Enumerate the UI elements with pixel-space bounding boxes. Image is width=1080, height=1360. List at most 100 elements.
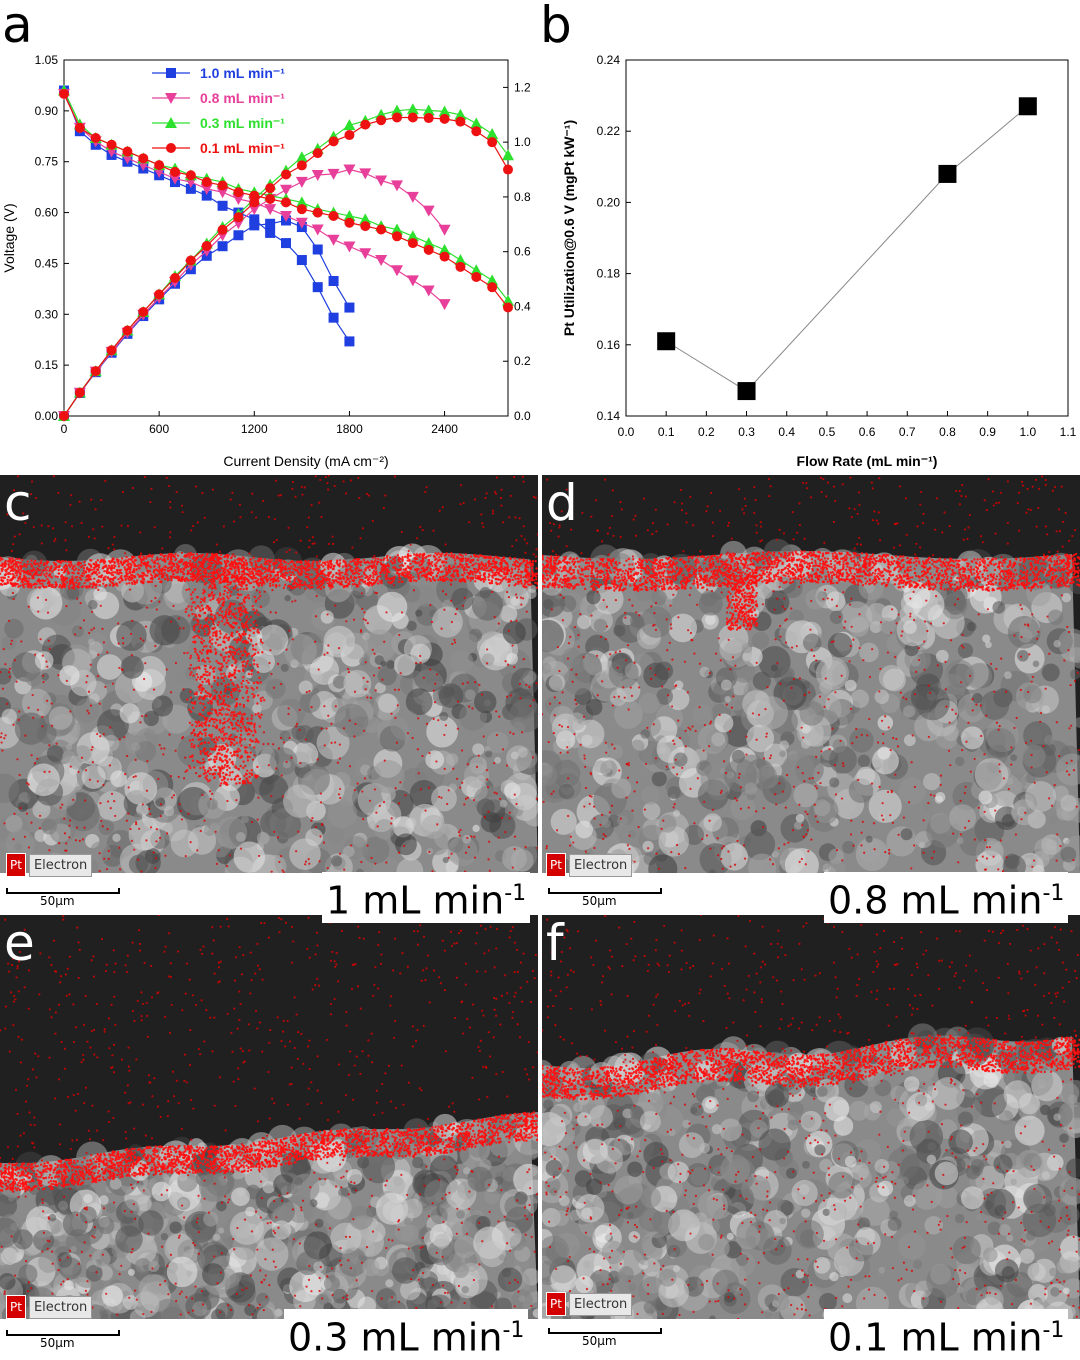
flow-rate-label-f: 0.1 mL min-1 — [824, 1309, 1068, 1360]
x-tick-label: 0.6 — [859, 425, 876, 439]
legend: 1.0 mL min⁻¹0.8 mL min⁻¹0.3 mL min⁻¹0.1 … — [152, 65, 285, 156]
y-tick-label: 0.15 — [35, 358, 59, 372]
power-point — [233, 212, 243, 222]
power-point — [487, 137, 497, 147]
y-tick-label: 0.45 — [35, 256, 59, 270]
voltage-point — [329, 313, 339, 323]
pt-electron-legend-f: Pt Electron — [546, 1292, 632, 1316]
voltage-point — [170, 167, 180, 177]
legend-label: 0.3 mL min⁻¹ — [200, 115, 285, 131]
power-point — [281, 169, 291, 179]
voltage-point — [91, 133, 101, 143]
power-point — [170, 273, 180, 283]
sem-texture — [0, 475, 538, 873]
sem-image-f — [542, 915, 1080, 1319]
voltage-point — [375, 255, 387, 266]
pt-tag: Pt — [6, 1295, 26, 1319]
panel-label-d: d — [546, 478, 578, 528]
power-point — [391, 180, 403, 191]
y2-tick-label: 0.6 — [514, 245, 531, 259]
flow-rate-label-e: 0.3 mL min-1 — [284, 1309, 528, 1360]
voltage-point — [407, 275, 419, 286]
power-point — [265, 219, 275, 229]
voltage-point — [138, 153, 148, 163]
x-tick-label: 0.4 — [778, 425, 795, 439]
x-tick-label: 1800 — [336, 422, 363, 436]
voltage-point — [455, 262, 465, 272]
x-axis-label: Flow Rate (mL min⁻¹) — [797, 453, 938, 469]
x-tick-label: 600 — [149, 422, 169, 436]
power-point — [376, 115, 386, 125]
data-point — [738, 382, 756, 400]
sem-texture — [542, 915, 1080, 1319]
voltage-point — [424, 245, 434, 255]
panel-label-c: c — [4, 478, 32, 528]
y-tick-label: 0.60 — [35, 206, 59, 220]
panel-label-b: b — [540, 0, 572, 50]
data-point — [1019, 97, 1037, 115]
voltage-point — [218, 201, 228, 211]
voltage-point — [264, 204, 276, 215]
panel-label-f: f — [546, 918, 564, 968]
electron-tag: Electron — [569, 1293, 632, 1316]
power-point — [138, 307, 148, 317]
scale-bar-e: 50μm — [0, 1328, 118, 1350]
power-point — [359, 168, 371, 179]
y-tick-label: 0.22 — [597, 124, 621, 138]
power-point — [455, 117, 465, 127]
voltage-point — [59, 89, 69, 99]
y-axis-label: Pt Utilization@0.6 V (mgPt kW⁻¹) — [561, 120, 577, 336]
voltage-point — [344, 218, 354, 228]
voltage-point — [233, 187, 243, 197]
y-tick-label: 0.14 — [597, 409, 621, 423]
voltage-point — [312, 225, 324, 236]
x-tick-label: 0.8 — [939, 425, 956, 439]
power-point — [329, 136, 339, 146]
legend-marker — [166, 143, 176, 153]
voltage-point — [328, 235, 340, 246]
panel-label-a: a — [2, 0, 33, 50]
pt-tag: Pt — [6, 853, 26, 877]
voltage-point — [487, 282, 497, 292]
y-tick-label: 0.20 — [597, 195, 621, 209]
y-tick-label: 0.75 — [35, 155, 59, 169]
sem-texture — [0, 915, 538, 1319]
y-tick-label: 0.00 — [35, 409, 59, 423]
x-tick-label: 0.9 — [979, 425, 996, 439]
y2-tick-label: 0.2 — [514, 354, 531, 368]
power-point — [313, 148, 323, 158]
power-point — [408, 113, 418, 123]
pt-electron-legend-d: Pt Electron — [546, 853, 632, 877]
power-point — [91, 366, 101, 376]
voltage-point — [75, 123, 85, 133]
x-tick-label: 0.0 — [618, 425, 635, 439]
x-tick-label: 1.0 — [1019, 425, 1036, 439]
series-3 — [59, 89, 513, 421]
voltage-point — [359, 248, 371, 259]
voltage-point — [297, 204, 307, 214]
voltage-point — [503, 303, 513, 313]
voltage-point — [313, 282, 323, 292]
power-point — [343, 119, 355, 130]
pt-electron-legend-e: Pt Electron — [6, 1295, 92, 1319]
data-point — [938, 165, 956, 183]
sem-image-d — [542, 475, 1080, 873]
sem-texture — [542, 475, 1080, 873]
power-point — [502, 149, 514, 160]
y-tick-label: 0.30 — [35, 307, 59, 321]
legend-label: 0.1 mL min⁻¹ — [200, 140, 285, 156]
power-point — [329, 276, 339, 286]
legend-marker — [166, 68, 176, 78]
voltage-point — [439, 299, 451, 310]
voltage-point — [202, 177, 212, 187]
power-point — [218, 225, 228, 235]
plot-frame — [626, 60, 1068, 416]
panel-label-e: e — [4, 918, 35, 968]
voltage-point — [376, 225, 386, 235]
pt-electron-legend-c: Pt Electron — [6, 853, 92, 877]
y-tick-label: 0.24 — [597, 53, 621, 67]
voltage-point — [408, 238, 418, 248]
voltage-point — [154, 160, 164, 170]
power-point — [59, 411, 69, 421]
